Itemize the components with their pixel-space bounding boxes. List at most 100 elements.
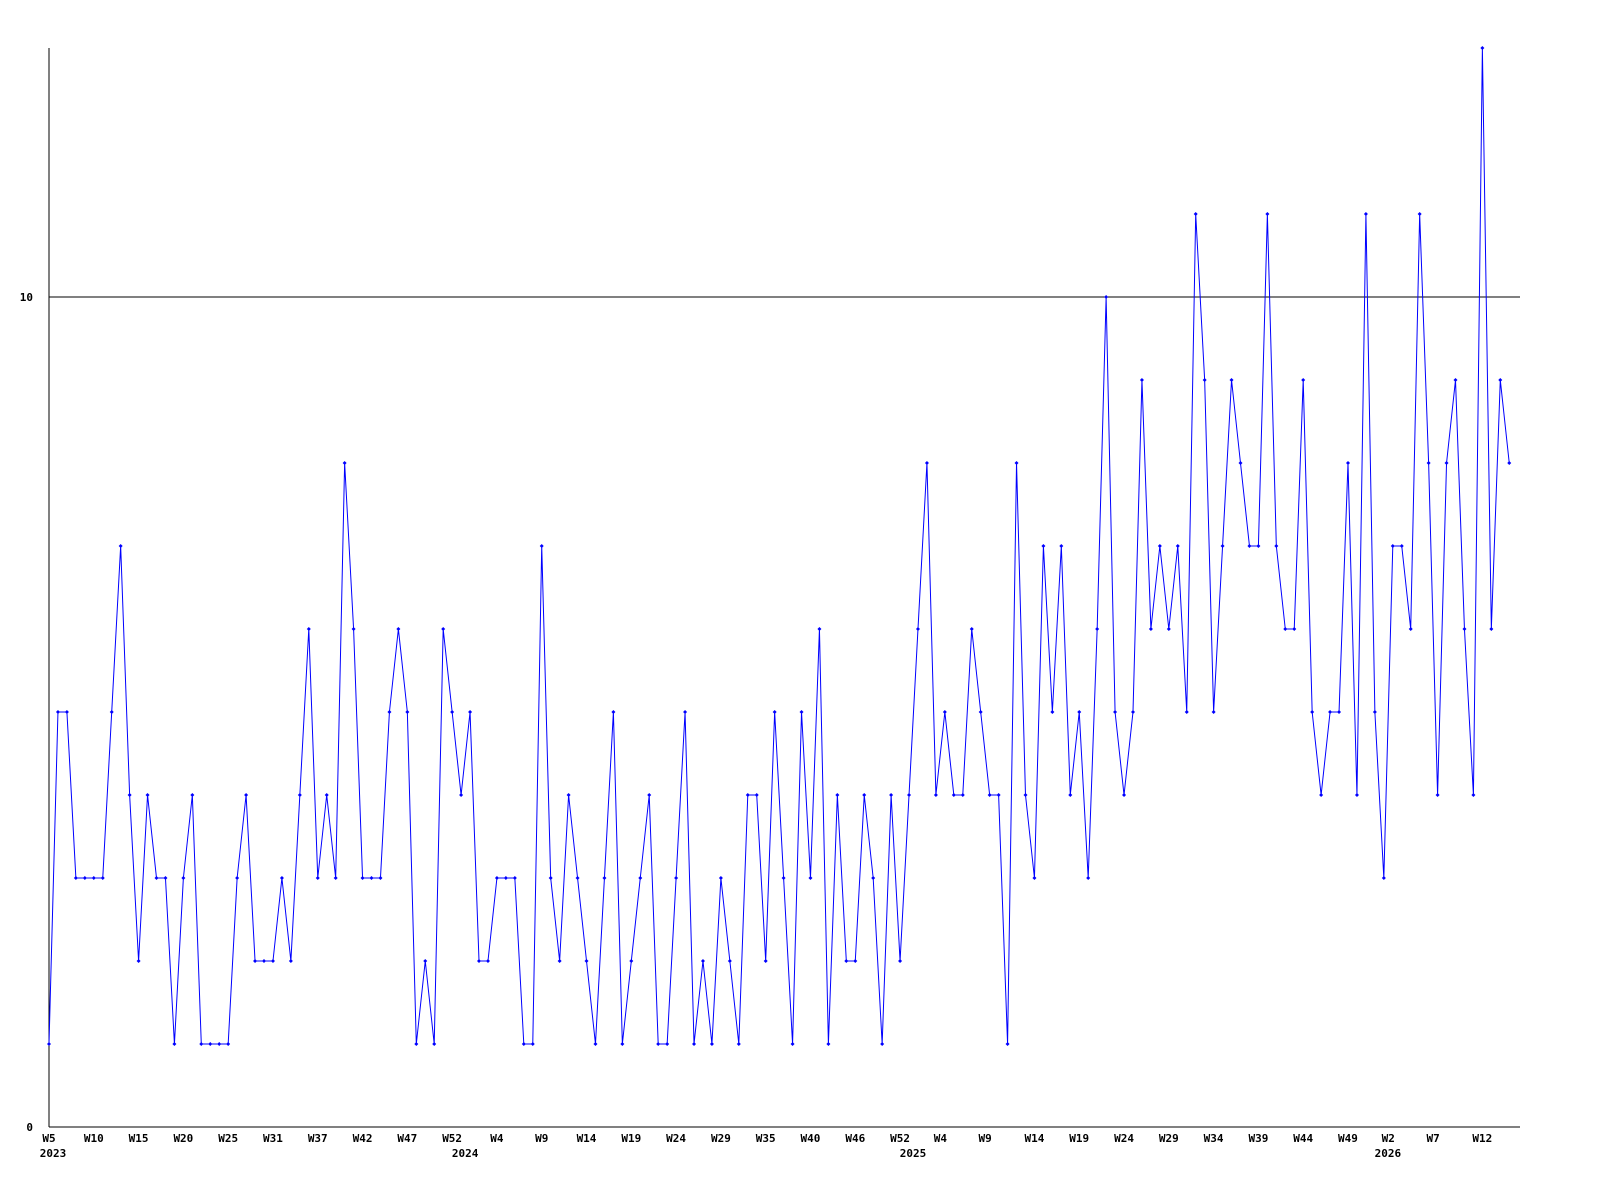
- x-tick-label: W29: [1159, 1132, 1179, 1145]
- x-tick-label: W40: [801, 1132, 821, 1145]
- data-point: [656, 1042, 661, 1046]
- data-point: [1113, 710, 1118, 714]
- x-tick-label: W20: [173, 1132, 193, 1145]
- data-point: [136, 959, 141, 963]
- data-point: [494, 876, 499, 880]
- data-point: [1408, 627, 1413, 631]
- data-point: [521, 1042, 526, 1046]
- data-point: [1086, 876, 1091, 880]
- data-point: [127, 793, 132, 797]
- data-point: [1166, 627, 1171, 631]
- data-point: [1005, 1042, 1010, 1046]
- data-point: [933, 793, 938, 797]
- data-point: [1247, 544, 1252, 548]
- data-point: [960, 793, 965, 797]
- data-point: [665, 1042, 670, 1046]
- x-tick-label: W47: [397, 1132, 417, 1145]
- x-tick-label: W4: [490, 1132, 504, 1145]
- data-point: [611, 710, 616, 714]
- data-point: [423, 959, 428, 963]
- data-point: [485, 959, 490, 963]
- data-point: [154, 876, 159, 880]
- data-point: [217, 1042, 222, 1046]
- data-point: [718, 876, 723, 880]
- data-point: [1498, 378, 1503, 382]
- data-point: [620, 1042, 625, 1046]
- data-point: [629, 959, 634, 963]
- data-point: [1507, 461, 1512, 465]
- data-point: [727, 959, 732, 963]
- data-point: [584, 959, 589, 963]
- data-point: [1363, 212, 1368, 216]
- data-point: [772, 710, 777, 714]
- data-point: [969, 627, 974, 631]
- data-point: [602, 876, 607, 880]
- data-point: [799, 710, 804, 714]
- data-point: [1175, 544, 1180, 548]
- x-tick-label: W12: [1472, 1132, 1492, 1145]
- data-point: [235, 876, 240, 880]
- data-point: [405, 710, 410, 714]
- data-point: [1041, 544, 1046, 548]
- x-tick-label: W9: [535, 1132, 548, 1145]
- data-point: [91, 876, 96, 880]
- x-tick-label: W14: [577, 1132, 597, 1145]
- data-point: [1489, 627, 1494, 631]
- data-point: [226, 1042, 231, 1046]
- data-point: [1130, 710, 1135, 714]
- data-point: [1211, 710, 1216, 714]
- data-point: [47, 1042, 51, 1046]
- data-point: [1157, 544, 1162, 548]
- x-tick-label: W29: [711, 1132, 731, 1145]
- data-point: [1220, 544, 1225, 548]
- data-point: [512, 876, 517, 880]
- data-point: [1417, 212, 1422, 216]
- x-tick-label: W44: [1293, 1132, 1313, 1145]
- x-tick-label: W49: [1338, 1132, 1358, 1145]
- data-point: [503, 876, 508, 880]
- year-label: 2024: [452, 1147, 479, 1160]
- data-point: [853, 959, 858, 963]
- data-point: [1435, 793, 1440, 797]
- data-point: [1077, 710, 1082, 714]
- data-point: [73, 876, 78, 880]
- x-tick-label: W5: [42, 1132, 55, 1145]
- data-point: [1480, 46, 1485, 50]
- data-point: [709, 1042, 714, 1046]
- data-point: [683, 710, 688, 714]
- data-point: [477, 959, 482, 963]
- data-point: [109, 710, 114, 714]
- x-tick-label: W7: [1426, 1132, 1439, 1145]
- data-point: [692, 1042, 697, 1046]
- x-tick-label: W52: [442, 1132, 462, 1145]
- data-point: [441, 627, 446, 631]
- data-point: [190, 793, 195, 797]
- data-point: [1265, 212, 1270, 216]
- data-point: [1023, 793, 1028, 797]
- data-point: [915, 627, 920, 631]
- data-point: [82, 876, 87, 880]
- data-point: [1354, 793, 1359, 797]
- data-point: [1068, 793, 1073, 797]
- x-tick-label: W14: [1025, 1132, 1045, 1145]
- x-tick-label: W34: [1204, 1132, 1224, 1145]
- data-point: [1014, 461, 1019, 465]
- data-point: [100, 876, 105, 880]
- data-point: [1274, 544, 1279, 548]
- data-point: [432, 1042, 437, 1046]
- data-point: [270, 959, 275, 963]
- data-point: [181, 876, 186, 880]
- data-point: [333, 876, 338, 880]
- data-point: [172, 1042, 177, 1046]
- data-point: [647, 793, 652, 797]
- x-tick-label: W19: [621, 1132, 641, 1145]
- data-point: [1337, 710, 1342, 714]
- data-point: [539, 544, 544, 548]
- data-point: [145, 793, 150, 797]
- data-point: [315, 876, 320, 880]
- data-point: [700, 959, 705, 963]
- data-point: [396, 627, 401, 631]
- data-point: [1292, 627, 1297, 631]
- data-point: [1328, 710, 1333, 714]
